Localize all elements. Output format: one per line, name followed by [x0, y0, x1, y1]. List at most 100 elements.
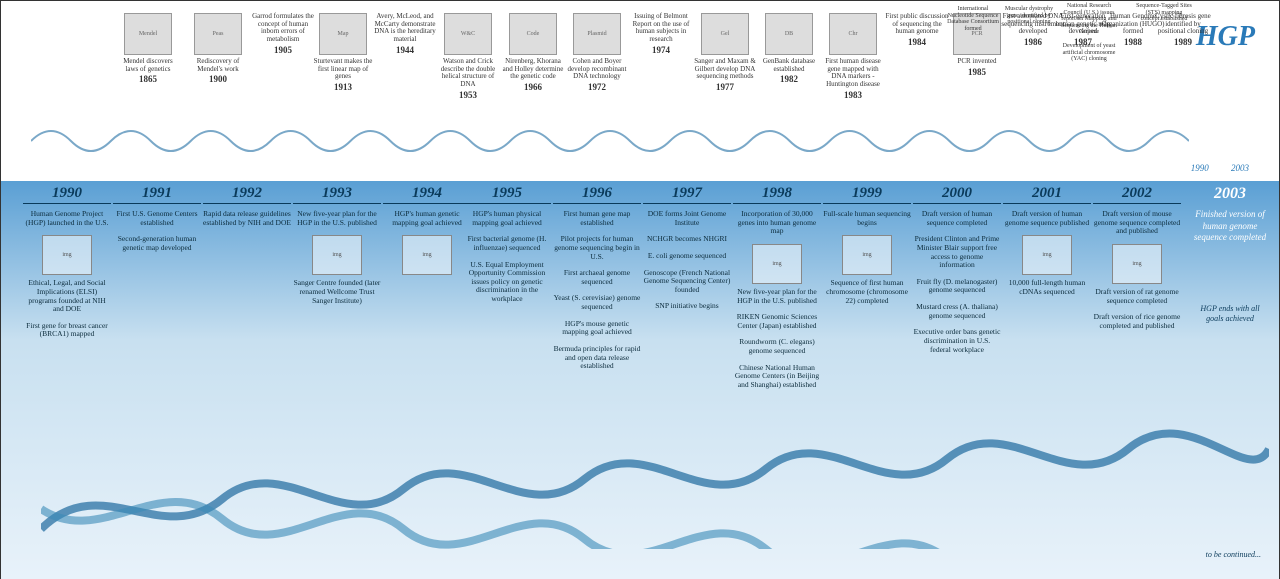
pre-event-year: 1944: [373, 46, 437, 56]
pre-event-1966: Code Nirenberg, Khorana and Holley determ…: [501, 13, 565, 93]
timeline-event: Yeast (S. cerevisiae) genome sequenced: [553, 294, 641, 311]
year-header: 2001: [1003, 185, 1091, 204]
event-image: img: [402, 235, 452, 275]
year-header: 1992: [203, 185, 291, 204]
timeline-event: First bacterial genome (H. influenzae) s…: [463, 235, 551, 252]
pre-event-label: Avery, McLeod, and McCarty demonstrate D…: [373, 13, 437, 44]
year-col-1997: 1997DOE forms Joint Genome InstituteNCHG…: [643, 185, 731, 319]
pre-extra-label: National Research Council (U.S.) issues …: [1061, 3, 1117, 36]
timeline-event: Draft version of human genome sequence p…: [1003, 210, 1091, 227]
timeline-event: Second-generation human genetic map deve…: [113, 235, 201, 252]
pre-event-image: Mendel: [124, 13, 172, 55]
year-col-1996: 1996First human gene map establishedPilo…: [553, 185, 641, 379]
year-header: 1991: [113, 185, 201, 204]
pre-event-label: Cohen and Boyer develop recombinant DNA …: [565, 58, 629, 81]
timeline-event: Sequence of first human chromosome (chro…: [823, 279, 911, 305]
timeline-event: Human Genome Project (HGP) launched in t…: [23, 210, 111, 227]
timeline-event: RIKEN Genomic Sciences Center (Japan) es…: [733, 313, 821, 330]
timeline-event: SNP initiative begins: [643, 302, 731, 311]
dna-helix-art: [41, 349, 1269, 549]
timeline-event: Full-scale human sequencing begins: [823, 210, 911, 227]
final-year: 2003: [1193, 185, 1267, 203]
pre-event-label: Sturtevant makes the first linear map of…: [311, 58, 375, 81]
pre-event-image: Chr: [829, 13, 877, 55]
year-range: 1990 2003: [1181, 163, 1259, 173]
pre-event-1944: Avery, McLeod, and McCarty demonstrate D…: [373, 13, 437, 56]
timeline-event: Rapid data release guidelines establishe…: [203, 210, 291, 227]
pre-event-label: Rediscovery of Mendel's work: [186, 58, 250, 73]
pre-event-image: Gel: [701, 13, 749, 55]
timeline-event: 10,000 full-length human cDNAs sequenced: [1003, 279, 1091, 296]
pre-event-year: 1972: [565, 83, 629, 93]
event-image: img: [1022, 235, 1072, 275]
pre-event-year: 1977: [693, 83, 757, 93]
timeline-event: President Clinton and Prime Minister Bla…: [913, 235, 1001, 270]
pre-event-label: First public discussion of sequencing th…: [885, 13, 949, 36]
event-image: img: [842, 235, 892, 275]
pre-extra-label: Muscular dystrophy gene identified by po…: [1001, 6, 1057, 26]
to-be-continued: to be continued...: [1206, 550, 1261, 559]
pre-event-1905: Garrod formulates the concept of human i…: [251, 13, 315, 56]
pre-event-1972: PlasmidCohen and Boyer develop recombina…: [565, 13, 629, 93]
timeline-event: Ethical, Legal, and Social Implications …: [23, 279, 111, 314]
pre-event-1974: Issuing of Belmont Report on the use of …: [629, 13, 693, 56]
event-image: img: [1112, 244, 1162, 284]
year-col-1999: 1999Full-scale human sequencing beginsim…: [823, 185, 911, 313]
timeline-event: Roundworm (C. elegans) genome sequenced: [733, 338, 821, 355]
year-2003-final: 2003 Finished version of human genome se…: [1193, 185, 1267, 325]
timeline-event: Pilot projects for human genome sequenci…: [553, 235, 641, 261]
pre-event-1983: ChrFirst human disease gene mapped with …: [821, 13, 885, 101]
pre-event-year: 1966: [501, 83, 565, 93]
pre-event-year: 1974: [629, 46, 693, 56]
year-col-1991: 1991First U.S. Genome Centers establishe…: [113, 185, 201, 261]
pre-event-1984: First public discussion of sequencing th…: [885, 13, 949, 48]
timeline-event: HGP's human genetic mapping goal achieve…: [383, 210, 471, 227]
pre-event-1982: DBGenBank database established1982: [757, 13, 821, 85]
year-header: 1998: [733, 185, 821, 204]
pre-event-image: DB: [765, 13, 813, 55]
pre-extra-label: Development of yeast artificial chromoso…: [1061, 43, 1117, 63]
timeline-event: Chinese National Human Genome Centers (i…: [733, 364, 821, 390]
pre-event-image: Code: [509, 13, 557, 55]
year-col-1994: 1994 HGP's human genetic mapping goal ach…: [383, 185, 471, 279]
pre-event-1913: MapSturtevant makes the first linear map…: [311, 13, 375, 93]
pre-event-label: GenBank database established: [757, 58, 821, 73]
timeline-event: Draft version of rice genome completed a…: [1093, 313, 1181, 330]
pre-event-year: 1900: [186, 75, 250, 85]
timeline-event: New five-year plan for the HGP in the U.…: [733, 288, 821, 305]
year-col-1998: 1998 Incorporation of 30,000 genes into h…: [733, 185, 821, 398]
final-headline: Finished version of human genome sequenc…: [1193, 209, 1267, 244]
pre-event-label: Mendel discovers laws of genetics: [116, 58, 180, 73]
year-col-1993: 1993New five-year plan for the HGP in th…: [293, 185, 381, 313]
year-header: 1995: [463, 185, 551, 204]
pre-event-1900: PeasRediscovery of Mendel's work1900: [186, 13, 250, 85]
chromatin-squiggle: [31, 116, 1189, 166]
year-col-2000: 2000Draft version of human sequence comp…: [913, 185, 1001, 362]
timeline-event: Genoscope (French National Genome Sequen…: [643, 269, 731, 295]
timeline-event: Incorporation of 30,000 genes into human…: [733, 210, 821, 236]
pre-event-year: 1865: [116, 75, 180, 85]
pre-event-label: PCR invented: [945, 58, 1009, 66]
year-col-1995: 1995HGP's human physical mapping goal ac…: [463, 185, 551, 312]
timeline-event: U.S. Equal Employment Opportunity Commis…: [463, 261, 551, 304]
pre-event-label: Nirenberg, Khorana and Holley determine …: [501, 58, 565, 81]
event-image: img: [312, 235, 362, 275]
final-sub: HGP ends with all goals achieved: [1193, 304, 1267, 325]
hgp-main-timeline: 1990 Human Genome Project (HGP) launched …: [1, 181, 1279, 579]
timeline-event: E. coli genome sequenced: [643, 252, 731, 261]
pre-event-year: 1905: [251, 46, 315, 56]
pre-event-1865: Mendel Mendel discovers laws of genetics 1…: [116, 13, 180, 85]
year-header: 1994: [383, 185, 471, 204]
pre-event-label: Sanger and Maxam & Gilbert develop DNA s…: [693, 58, 757, 81]
year-header: 1990: [23, 185, 111, 204]
year-header: 2000: [913, 185, 1001, 204]
timeline-event: Fruit fly (D. melanogaster) genome seque…: [913, 278, 1001, 295]
pre-event-1977: Gel Sanger and Maxam & Gilbert develop DN…: [693, 13, 757, 93]
range-end: 2003: [1231, 163, 1249, 173]
timeline-event: DOE forms Joint Genome Institute: [643, 210, 731, 227]
timeline-event: Bermuda principles for rapid and open da…: [553, 345, 641, 371]
year-col-2002: 2002Draft version of mouse genome sequen…: [1093, 185, 1181, 338]
pre-event-label: Issuing of Belmont Report on the use of …: [629, 13, 693, 44]
year-header: 1996: [553, 185, 641, 204]
pre-event-year: 1985: [945, 68, 1009, 78]
